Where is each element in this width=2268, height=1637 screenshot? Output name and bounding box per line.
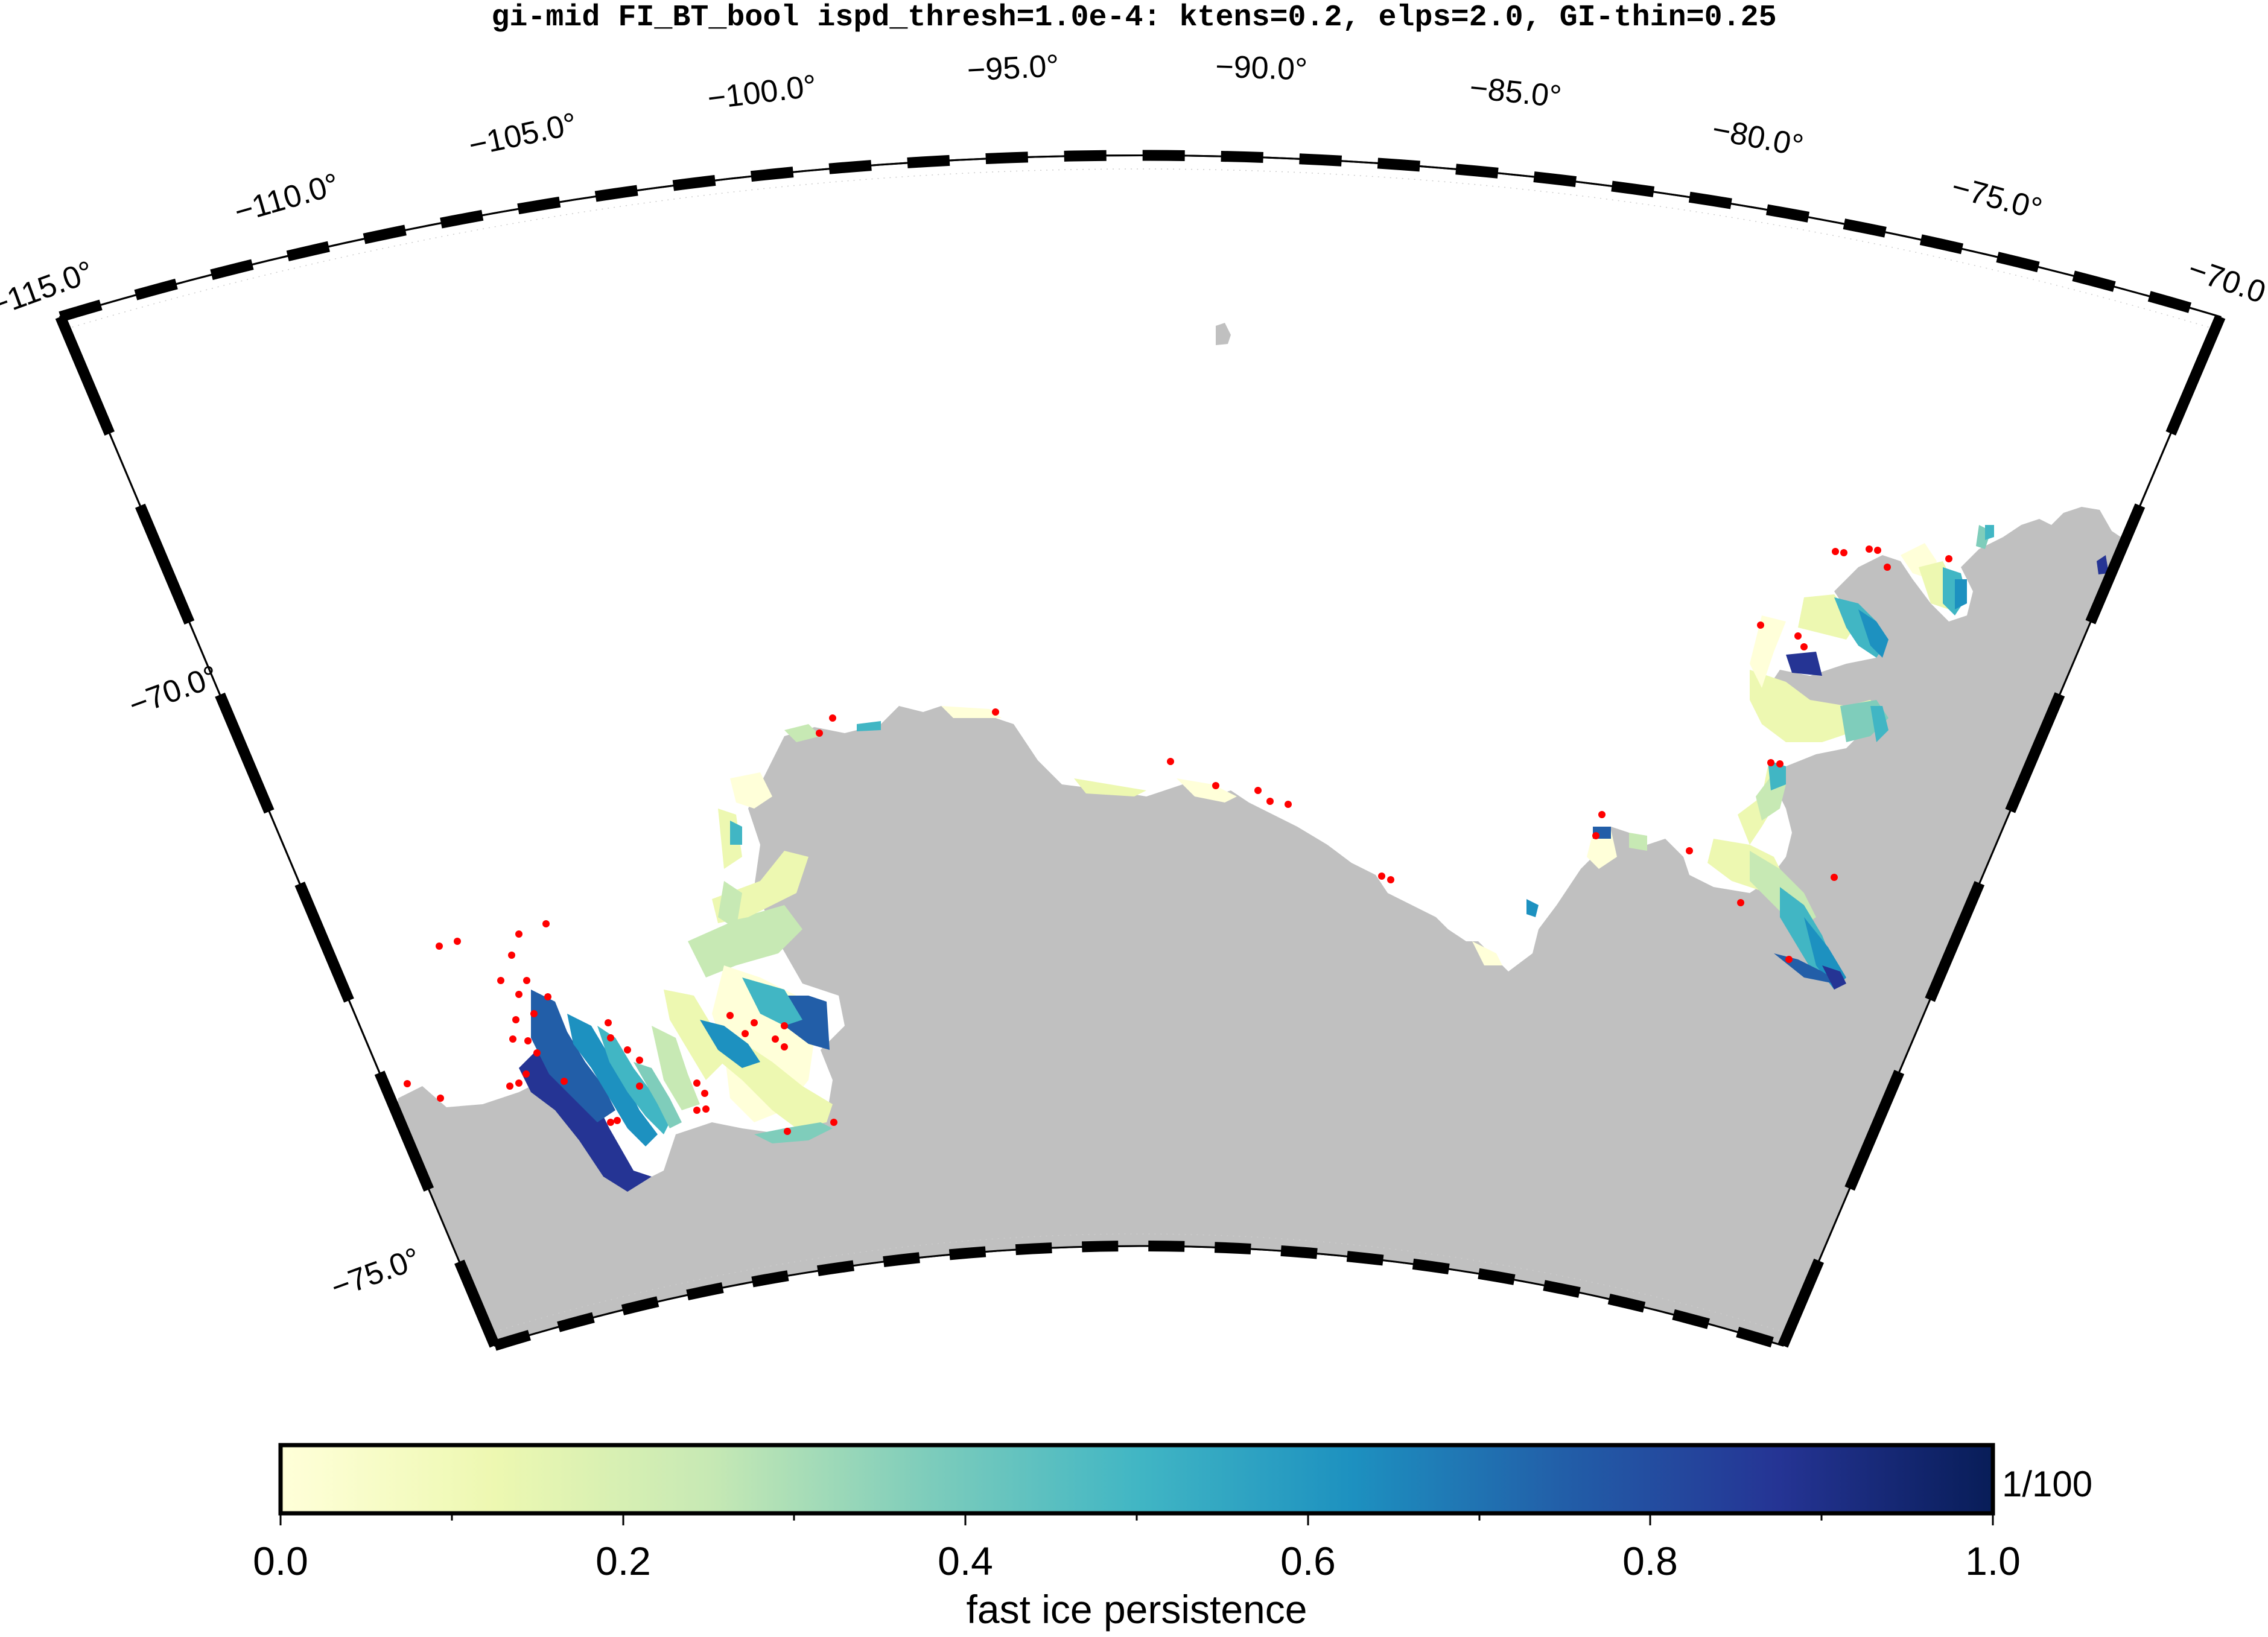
graticule (66, 168, 2215, 1334)
lat-label-75: −75.0° (326, 1241, 425, 1306)
colorbar-tick-5: 1.0 (1965, 1539, 2021, 1583)
colorbar-label: fast ice persistence (967, 1587, 1307, 1632)
map-title: gi-mid FI_BT_bool ispd_thresh=1.0e-4: kt… (491, 1, 1777, 35)
lat-label-70: −70.0° (124, 659, 223, 723)
fast-ice-field (519, 525, 2109, 1192)
lon-label-70: −70.0° (2184, 252, 2268, 314)
colorbar-unit: 1/100 (2002, 1464, 2092, 1504)
lon-label-95: −95.0° (967, 48, 1060, 88)
lon-label-80: −80.0° (1709, 112, 1806, 164)
colorbar: 0.0 0.2 0.4 0.6 0.8 1.0 1/100 fast ice p… (253, 1443, 2092, 1632)
colorbar-tick-2: 0.4 (938, 1539, 993, 1583)
grounded-iceberg-markers (404, 545, 1952, 1135)
map-frame (55, 150, 2226, 1351)
island (1216, 323, 1231, 345)
colorbar-ticks (279, 1513, 1994, 1525)
colorbar-tick-3: 0.6 (1280, 1539, 1336, 1583)
lon-label-75: −75.0° (1948, 170, 2045, 227)
lon-label-90: −90.0° (1215, 49, 1307, 87)
colorbar-gradient (278, 1443, 1995, 1516)
lon-label-85: −85.0° (1468, 70, 1563, 115)
lon-label-100: −100.0° (705, 68, 818, 116)
lon-label-105: −105.0° (466, 106, 580, 163)
colorbar-tick-4: 0.8 (1622, 1539, 1678, 1583)
colorbar-tick-1: 0.2 (596, 1539, 651, 1583)
lon-label-110: −110.0° (230, 167, 343, 230)
colorbar-tick-0: 0.0 (253, 1539, 308, 1583)
